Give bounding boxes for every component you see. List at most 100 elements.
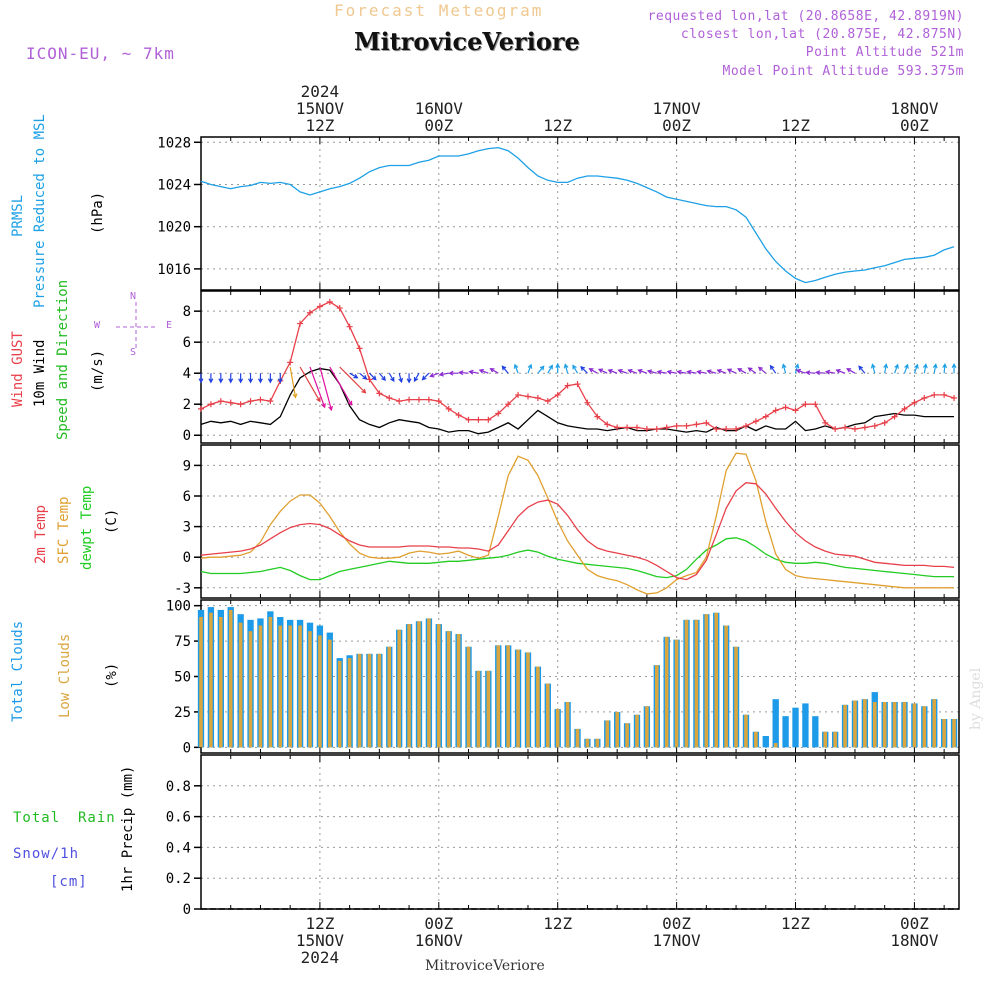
gust-marker bbox=[485, 416, 492, 423]
gust-marker bbox=[297, 320, 304, 327]
gust-marker bbox=[356, 345, 363, 352]
gust-marker bbox=[911, 399, 918, 406]
gust-marker bbox=[534, 395, 541, 402]
low-cloud-bar bbox=[912, 703, 917, 748]
y-tick-label: 2 bbox=[183, 397, 191, 413]
top-time-label: 16NOV bbox=[415, 99, 464, 118]
wind-direction-arrow bbox=[413, 372, 420, 383]
wind-direction-arrow bbox=[238, 373, 244, 384]
gust-marker bbox=[772, 407, 779, 414]
y-tick-label: 100 bbox=[166, 599, 191, 615]
gust-marker bbox=[931, 391, 938, 398]
top-time-label: 18NOV bbox=[890, 99, 939, 118]
gust-marker bbox=[842, 424, 849, 431]
low-cloud-bar bbox=[258, 625, 263, 748]
y-tick-label: 9 bbox=[183, 458, 191, 474]
gust-marker bbox=[207, 401, 214, 408]
low-cloud-bar bbox=[456, 634, 461, 748]
low-cloud-bar bbox=[645, 706, 649, 748]
wind-direction-arrow bbox=[572, 364, 579, 374]
gust-marker bbox=[733, 426, 740, 433]
wind-direction-arrow bbox=[198, 373, 204, 384]
wind-gust-label: Wind GUST bbox=[10, 331, 26, 407]
wind-direction-arrow bbox=[489, 368, 499, 374]
low-cloud-bar bbox=[238, 622, 243, 748]
low-cloud-bar bbox=[228, 609, 233, 748]
total-cloud-bar bbox=[782, 716, 789, 748]
wind-direction-arrow bbox=[339, 366, 367, 394]
wind-direction-arrow bbox=[248, 373, 253, 384]
gust-marker bbox=[316, 303, 323, 310]
gust-marker bbox=[415, 396, 422, 403]
wind-direction-arrow bbox=[563, 363, 569, 374]
low-cloud-bar bbox=[615, 711, 619, 748]
top-time-label: 12Z bbox=[781, 116, 810, 135]
bottom-time-label: 12Z bbox=[781, 914, 810, 933]
top-time-label: 17NOV bbox=[653, 99, 702, 118]
wind-direction-arrow bbox=[686, 369, 697, 375]
gust-marker bbox=[346, 323, 353, 330]
pressure-unit: (hPa) bbox=[90, 191, 106, 234]
wind-direction-arrow bbox=[527, 363, 533, 374]
low-cloud-bar bbox=[437, 624, 441, 748]
wind-direction-arrow bbox=[329, 366, 353, 406]
gust-marker bbox=[802, 401, 809, 408]
y-tick-label: 0.2 bbox=[166, 871, 191, 887]
wind-direction-arrow bbox=[627, 368, 638, 374]
low-cloud-bar bbox=[694, 619, 699, 748]
gust-marker bbox=[901, 405, 908, 412]
wind-direction-arrow bbox=[795, 368, 806, 374]
wind-direction-arrow bbox=[666, 369, 677, 375]
wind-direction-arrow bbox=[208, 373, 214, 384]
bottom-time-label: 00Z bbox=[662, 914, 691, 933]
model-label: ICON-EU, ~ 7km bbox=[26, 44, 175, 63]
low-cloud-bar bbox=[754, 731, 758, 748]
low-cloud-bar bbox=[377, 653, 382, 748]
low-cloud-bar bbox=[942, 719, 946, 748]
gust-marker bbox=[445, 405, 452, 412]
wind-direction-arrow bbox=[769, 364, 777, 374]
low-cloud-bar bbox=[664, 636, 669, 748]
compass-n: N bbox=[130, 291, 137, 302]
low-cloud-bar bbox=[773, 743, 778, 748]
total-cloud-bar bbox=[762, 736, 769, 748]
low-cloud-bar bbox=[823, 731, 828, 748]
bottom-time-label: 00Z bbox=[900, 914, 929, 933]
gust-marker bbox=[584, 399, 591, 406]
gust-marker bbox=[227, 399, 234, 406]
low-cloud-bar bbox=[446, 631, 451, 748]
wind-direction-arrow bbox=[388, 372, 395, 383]
low-cloud-bar bbox=[298, 625, 302, 748]
low-cloud-bar bbox=[635, 714, 639, 748]
y-tick-label: 0.6 bbox=[166, 810, 191, 826]
compass-e: E bbox=[166, 320, 173, 331]
low-cloud-bar bbox=[308, 631, 312, 748]
gust-marker bbox=[723, 426, 730, 433]
wind-direction-arrow bbox=[942, 362, 948, 374]
bottom-time-label: 12Z bbox=[305, 914, 334, 933]
y-tick-label: 6 bbox=[183, 335, 191, 351]
wind-direction-arrow bbox=[805, 370, 816, 376]
wind-direction-arrow bbox=[359, 372, 368, 380]
gust-marker bbox=[326, 298, 333, 305]
gust-marker bbox=[198, 405, 204, 412]
t2m-line bbox=[200, 482, 955, 581]
bottom-time-label: 00Z bbox=[424, 914, 453, 933]
footer-location: MitroviceVeriore bbox=[425, 958, 545, 974]
gust-marker bbox=[425, 396, 432, 403]
total-label: Total bbox=[13, 810, 61, 826]
wind-direction-arrow bbox=[932, 363, 938, 374]
total-clouds-label: Total Clouds bbox=[10, 620, 26, 722]
wind-direction-arrow bbox=[716, 368, 727, 374]
wind-direction-arrow bbox=[406, 373, 412, 384]
gust-marker bbox=[604, 421, 611, 428]
low-cloud-bar bbox=[219, 617, 223, 748]
low-cloud-bar bbox=[268, 617, 273, 748]
low-cloud-bar bbox=[278, 625, 283, 748]
wind-direction-arrow bbox=[369, 372, 377, 381]
gust-marker bbox=[921, 395, 928, 402]
gust-marker bbox=[435, 398, 442, 405]
gust-marker bbox=[247, 398, 254, 405]
low-cloud-bar bbox=[318, 635, 322, 748]
wind-direction-arrow bbox=[815, 370, 826, 376]
